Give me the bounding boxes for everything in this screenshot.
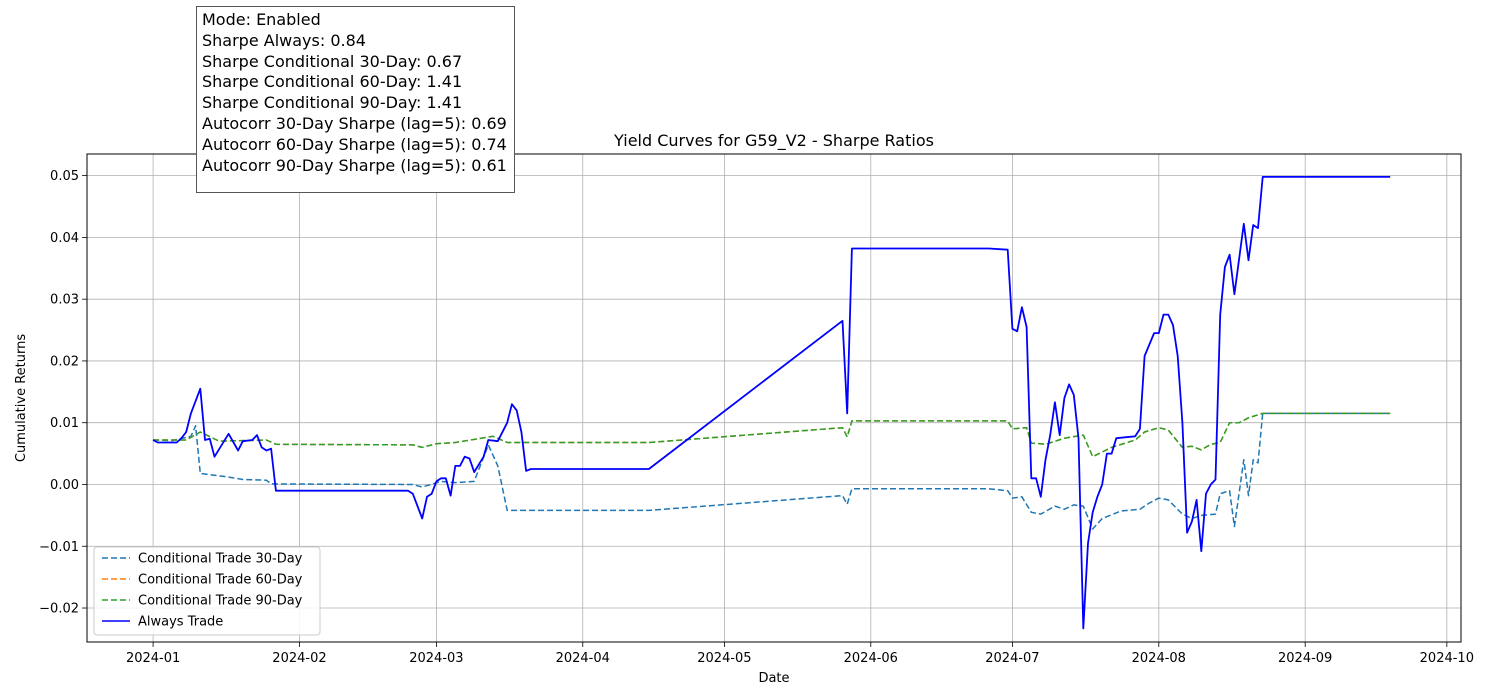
y-axis-ticks: −0.02 −0.01 0.00 0.01 0.02 0.03 0.04 0.05 [39, 169, 87, 617]
legend-label-conditional-trade-90-day: Conditional Trade 90-Day [138, 594, 303, 609]
chart-title: Yield Curves for G59_V2 - Sharpe Ratios [613, 131, 934, 151]
x-tick-label: 2024-02 [272, 651, 326, 666]
plot-frame [86, 153, 1462, 643]
y-tick-label: 0.00 [50, 478, 79, 493]
x-tick-label: 2024-10 [1420, 651, 1474, 666]
grid-lines [87, 154, 1461, 642]
annotation-line: Sharpe Always: 0.84 [202, 30, 366, 50]
legend-label-always-trade: Always Trade [138, 615, 223, 630]
x-tick-label: 2024-03 [409, 651, 463, 666]
y-tick-label: 0.01 [50, 416, 79, 431]
conditional-trade-90-day-line [153, 412, 1391, 458]
x-tick-label: 2024-04 [556, 651, 610, 666]
legend-label-conditional-trade-30-day: Conditional Trade 30-Day [138, 552, 303, 567]
legend: Conditional Trade 30-Day Conditional Trad… [93, 546, 321, 636]
stats-annotation-box: Mode: Enabled Sharpe Always: 0.84 Sharpe… [196, 6, 515, 193]
annotation-line: Sharpe Conditional 30-Day: 0.67 [202, 51, 463, 71]
x-tick-label: 2024-05 [697, 651, 751, 666]
y-tick-label: −0.01 [39, 540, 79, 555]
series-lines [152, 175, 1391, 630]
annotation-line: Sharpe Conditional 60-Day: 1.41 [202, 72, 463, 92]
x-tick-label: 2024-08 [1132, 651, 1186, 666]
annotation-line: Autocorr 30-Day Sharpe (lag=5): 0.69 [202, 113, 507, 133]
y-tick-label: 0.05 [50, 169, 79, 184]
x-tick-label: 2024-07 [985, 651, 1039, 666]
x-tick-label: 2024-01 [126, 651, 180, 666]
y-tick-label: 0.02 [50, 354, 79, 369]
annotation-line: Mode: Enabled [202, 10, 321, 29]
y-tick-label: −0.02 [39, 602, 79, 617]
y-tick-label: 0.04 [50, 231, 79, 246]
y-tick-label: 0.03 [50, 293, 79, 308]
y-axis-label: Cumulative Returns [14, 334, 29, 462]
annotation-line: Autocorr 60-Day Sharpe (lag=5): 0.74 [202, 134, 507, 154]
x-tick-label: 2024-06 [844, 651, 898, 666]
annotation-line: Sharpe Conditional 90-Day: 1.41 [202, 93, 463, 113]
legend-frame [93, 546, 321, 636]
x-axis-label: Date [758, 671, 789, 686]
legend-label-conditional-trade-60-day: Conditional Trade 60-Day [138, 573, 303, 588]
annotation-line: Autocorr 90-Day Sharpe (lag=5): 0.61 [202, 155, 507, 175]
x-axis-ticks: 2024-01 2024-02 2024-03 2024-04 2024-05 2024-… [126, 642, 1474, 666]
conditional-trade-30-day-line [153, 412, 1391, 530]
x-tick-label: 2024-09 [1278, 651, 1332, 666]
always-trade-line [152, 175, 1391, 630]
